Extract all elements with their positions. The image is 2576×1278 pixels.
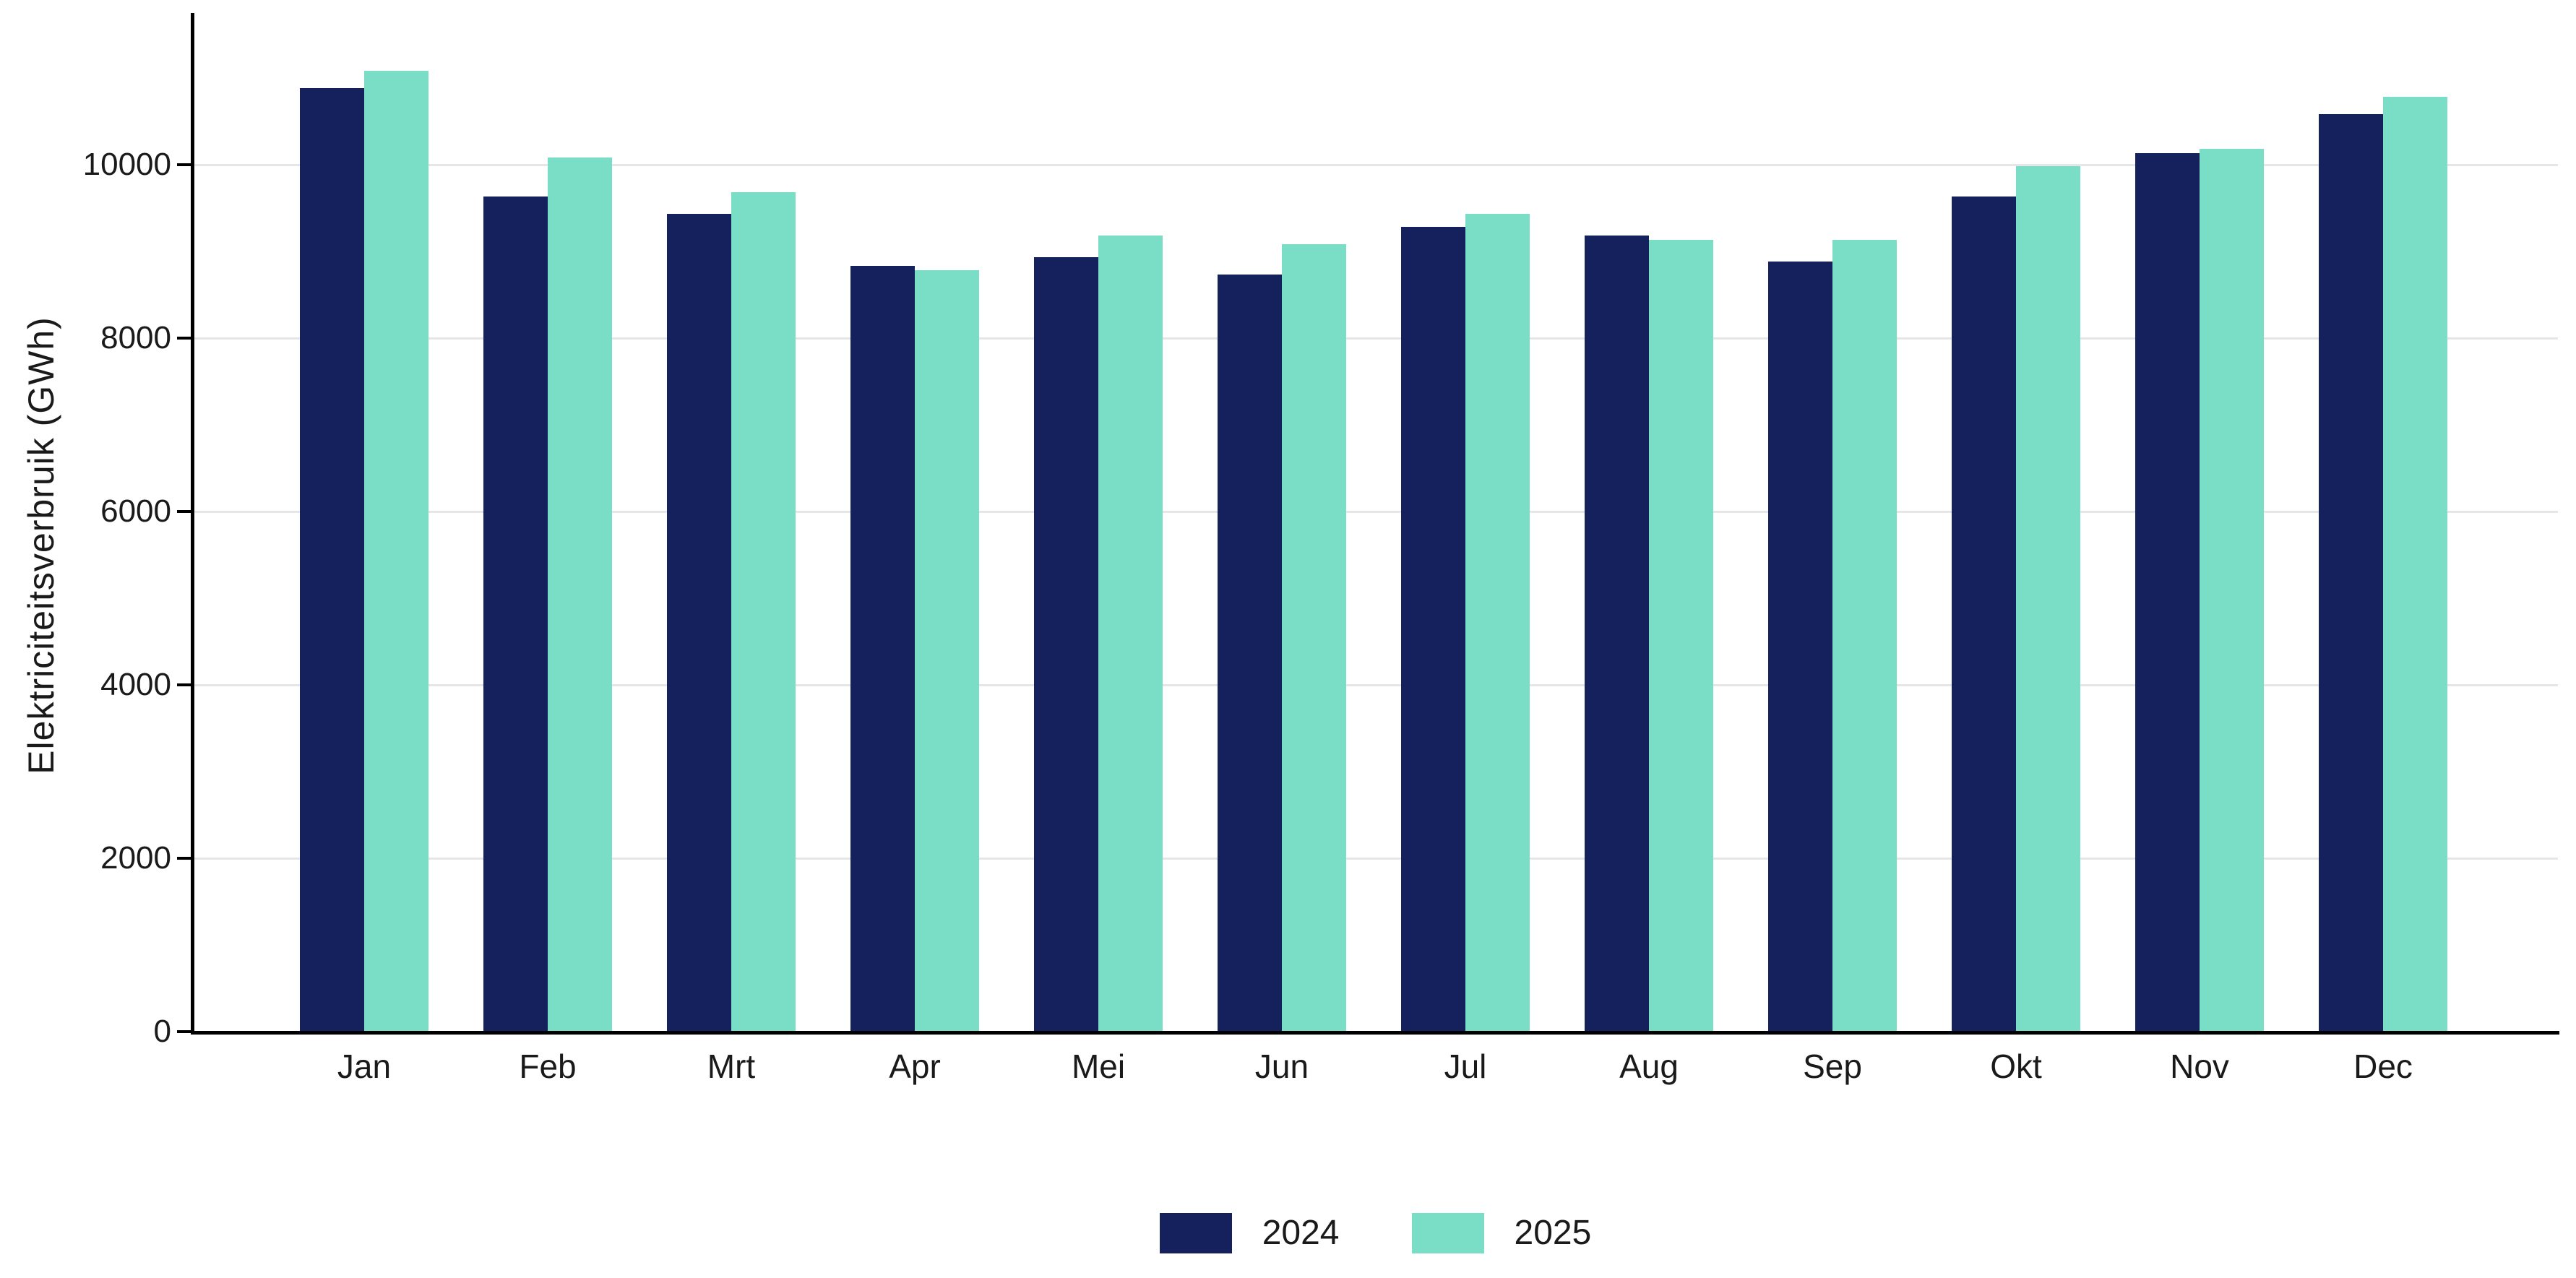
bar-2025-Apr (915, 270, 979, 1033)
gridline-6000 (193, 511, 2558, 513)
x-tick-label-Sep: Sep (1803, 1048, 1862, 1085)
bar-2025-Jun (1282, 244, 1346, 1033)
legend-label-2024: 2024 (1262, 1214, 1340, 1252)
x-tick-label-Mrt: Mrt (707, 1048, 756, 1085)
legend-label-2025: 2025 (1514, 1214, 1592, 1252)
legend-swatch-2024 (1159, 1213, 1232, 1253)
bar-2025-Jan (364, 71, 428, 1033)
bar-2024-Sep (1768, 262, 1832, 1033)
bar-2025-Sep (1832, 240, 1897, 1033)
x-tick-label-Apr: Apr (889, 1048, 941, 1085)
bar-2025-Feb (548, 157, 612, 1033)
y-tick-mark-8000 (177, 337, 193, 340)
y-tick-label-6000: 6000 (100, 493, 171, 529)
gridline-10000 (193, 164, 2558, 166)
gridline-8000 (193, 337, 2558, 340)
bar-2024-Jul (1401, 227, 1465, 1033)
y-tick-label-2000: 2000 (100, 840, 171, 876)
bar-2024-Mei (1034, 257, 1098, 1033)
x-tick-label-Jan: Jan (337, 1048, 392, 1085)
y-tick-mark-6000 (177, 510, 193, 513)
bar-2024-Apr (850, 266, 915, 1033)
x-tick-label-Mei: Mei (1071, 1048, 1126, 1085)
legend-item-2024: 2024 (1159, 1213, 1340, 1253)
y-axis-spine (191, 13, 194, 1035)
y-tick-mark-2000 (177, 857, 193, 860)
y-tick-mark-10000 (177, 163, 193, 166)
legend-item-2025: 2025 (1411, 1213, 1592, 1253)
x-tick-label-Aug: Aug (1619, 1048, 1679, 1085)
bar-2025-Aug (1649, 240, 1713, 1033)
bar-2025-Nov (2200, 149, 2264, 1033)
bar-2024-Feb (483, 197, 548, 1033)
legend-swatch-2025 (1411, 1213, 1484, 1253)
x-tick-label-Jun: Jun (1254, 1048, 1309, 1085)
gridline-2000 (193, 858, 2558, 860)
y-tick-label-0: 0 (153, 1014, 171, 1049)
bar-2025-Mrt (731, 192, 796, 1033)
x-tick-label-Jul: Jul (1444, 1048, 1487, 1085)
bar-2024-Dec (2319, 114, 2383, 1033)
x-tick-label-Feb: Feb (519, 1048, 577, 1085)
bar-2024-Jun (1218, 275, 1282, 1033)
bar-2024-Nov (2135, 153, 2200, 1033)
legend: 2024 2025 (193, 1208, 2558, 1258)
bar-2024-Mrt (667, 214, 731, 1033)
bar-2025-Mei (1098, 236, 1163, 1033)
x-tick-label-Nov: Nov (2170, 1048, 2229, 1085)
y-tick-label-10000: 10000 (82, 147, 171, 182)
y-tick-mark-0 (177, 1030, 193, 1033)
y-tick-label-8000: 8000 (100, 320, 171, 355)
y-tick-label-4000: 4000 (100, 667, 171, 702)
bar-2024-Jan (300, 88, 364, 1033)
x-axis-spine (191, 1031, 2559, 1035)
bar-2025-Dec (2383, 97, 2447, 1033)
bar-2024-Okt (1952, 197, 2016, 1033)
gridline-4000 (193, 684, 2558, 686)
y-tick-mark-4000 (177, 683, 193, 686)
x-tick-label-Okt: Okt (1990, 1048, 2042, 1085)
x-tick-label-Dec: Dec (2353, 1048, 2413, 1085)
bar-2025-Okt (2016, 166, 2080, 1033)
bar-2025-Jul (1465, 214, 1530, 1033)
bar-2024-Aug (1585, 236, 1649, 1033)
